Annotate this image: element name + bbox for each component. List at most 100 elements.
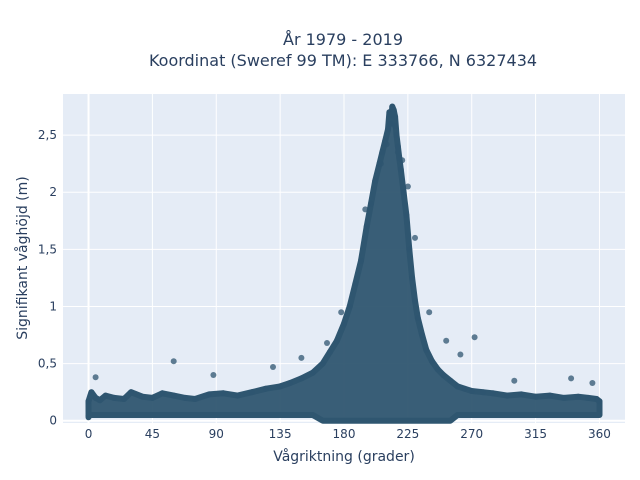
data-point (392, 123, 399, 129)
data-point (447, 377, 454, 384)
data-point (457, 351, 464, 358)
data-point (149, 394, 156, 401)
data-point (363, 223, 370, 230)
data-point (585, 394, 592, 401)
x-tick-label: 180 (333, 427, 356, 441)
x-axis-title: Vågriktning (grader) (273, 448, 415, 465)
data-point (121, 396, 127, 402)
data-point (412, 297, 418, 304)
x-tick-label: 225 (396, 427, 419, 441)
data-point (440, 372, 447, 378)
data-point (170, 358, 177, 365)
data-point (346, 303, 353, 310)
data-point (352, 280, 359, 287)
data-point (414, 314, 421, 321)
data-point (111, 394, 118, 401)
data-point (406, 246, 413, 253)
x-tick-label: 0 (85, 427, 93, 441)
data-point (589, 380, 596, 386)
data-point (341, 320, 347, 327)
data-point (96, 397, 103, 404)
data-point (471, 334, 478, 341)
data-point (409, 274, 416, 281)
data-point (139, 393, 146, 400)
data-points (85, 103, 603, 405)
data-point (393, 132, 400, 139)
data-point (426, 309, 433, 316)
data-point (400, 189, 407, 196)
data-point (210, 372, 217, 378)
data-point (390, 107, 397, 113)
data-point (383, 141, 390, 148)
data-point (575, 393, 582, 400)
data-point (379, 149, 386, 156)
data-point (102, 392, 109, 399)
y-tick-label: 1,5 (38, 242, 57, 256)
y-tick-label: 0 (49, 414, 57, 428)
data-point (387, 111, 394, 118)
chart-title-line1: År 1979 - 2019 (283, 30, 403, 49)
data-point (423, 346, 430, 353)
data-point (248, 389, 255, 396)
data-point (170, 392, 177, 399)
data-point (504, 392, 511, 399)
data-point (324, 340, 330, 346)
x-tick-label: 90 (209, 427, 224, 441)
data-point (128, 389, 135, 396)
data-point (220, 390, 227, 397)
data-point (270, 364, 276, 370)
data-point (385, 126, 391, 133)
data-point (298, 354, 305, 361)
data-point (403, 212, 410, 219)
data-point (490, 390, 496, 397)
data-point (298, 375, 305, 382)
data-point (454, 383, 461, 390)
data-point (399, 157, 406, 164)
y-tick-label: 2,5 (38, 128, 57, 142)
data-point (287, 380, 294, 386)
y-axis-title: Signifikant våghöjd (m) (14, 176, 31, 339)
data-point (338, 309, 345, 316)
data-point (92, 374, 99, 381)
data-point (397, 166, 404, 173)
data-point (362, 206, 369, 213)
data-point (319, 360, 326, 367)
data-point (596, 398, 603, 405)
y-axis-ticks: 0 0,5 1 1,5 2 2,5 (38, 128, 57, 428)
data-point (277, 383, 284, 390)
data-point (404, 183, 411, 190)
data-point (461, 385, 468, 392)
data-point (333, 337, 340, 344)
x-tick-label: 270 (460, 427, 483, 441)
data-point (532, 393, 539, 400)
data-point (206, 391, 213, 398)
data-point (192, 396, 198, 402)
x-tick-label: 360 (588, 427, 611, 441)
x-axis-ticks: 0 45 90 135 180 225 270 315 360 (85, 427, 611, 441)
data-point (443, 337, 450, 344)
data-point (511, 377, 518, 384)
data-point (561, 394, 567, 401)
data-point (518, 391, 525, 398)
data-point (394, 143, 401, 150)
data-point (326, 349, 333, 356)
data-point (234, 392, 241, 399)
data-point (88, 389, 95, 396)
data-point (377, 160, 384, 167)
x-tick-label: 135 (269, 427, 292, 441)
data-point (468, 388, 475, 394)
data-point (262, 385, 269, 392)
data-point (429, 358, 435, 365)
data-point (85, 398, 92, 405)
data-point (412, 234, 418, 241)
data-point (309, 369, 316, 376)
data-point (159, 390, 166, 397)
chart-title-line2: Koordinat (Sweref 99 TM): E 333766, N 63… (149, 51, 537, 70)
data-point (568, 375, 575, 382)
y-tick-label: 0,5 (38, 357, 57, 371)
data-point (182, 394, 189, 401)
x-tick-label: 45 (145, 427, 160, 441)
data-point (480, 389, 487, 396)
data-point (372, 177, 379, 184)
